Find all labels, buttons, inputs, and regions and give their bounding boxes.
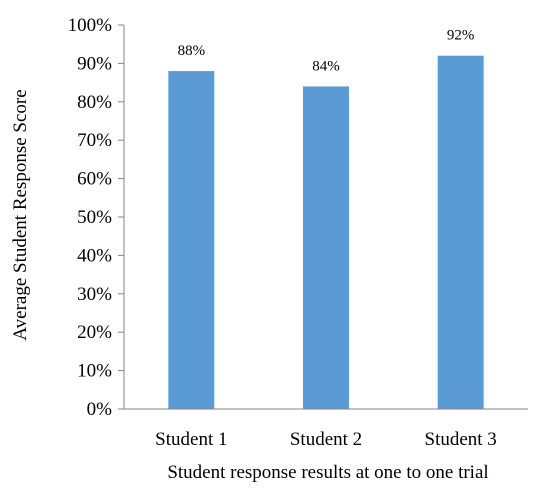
y-tick-label: 0% bbox=[87, 399, 113, 420]
y-tick-label: 30% bbox=[77, 284, 112, 305]
x-tick-label: Student 1 bbox=[155, 429, 227, 450]
y-axis-title: Average Student Response Score bbox=[10, 89, 31, 340]
bar bbox=[303, 86, 349, 409]
bar bbox=[168, 71, 215, 409]
x-tick-label: Student 3 bbox=[425, 429, 497, 450]
y-tick-label: 10% bbox=[77, 361, 112, 382]
axes bbox=[123, 25, 528, 410]
x-axis-title: Student response results at one to one t… bbox=[167, 462, 488, 483]
y-tick-label: 60% bbox=[77, 169, 112, 190]
data-label: 92% bbox=[447, 28, 475, 44]
x-tick-label: Student 2 bbox=[290, 429, 362, 450]
data-label: 84% bbox=[312, 58, 340, 74]
x-axis-category-labels: Student 1 Student 2 Student 3 bbox=[155, 429, 497, 450]
y-tick-label: 80% bbox=[77, 92, 112, 113]
bars bbox=[168, 55, 484, 409]
data-labels: 88% 84% 92% bbox=[178, 28, 475, 75]
y-tick-label: 70% bbox=[77, 130, 112, 151]
data-label: 88% bbox=[178, 43, 206, 59]
y-tick-label: 40% bbox=[77, 245, 112, 266]
y-tick-label: 50% bbox=[77, 207, 112, 228]
bar bbox=[437, 55, 484, 409]
y-axis-ticks: 0% 10% 20% 30% 40% 50% 60% 70% 80% 90% 100% bbox=[68, 15, 124, 420]
y-tick-label: 100% bbox=[68, 15, 113, 36]
y-tick-label: 20% bbox=[77, 322, 112, 343]
y-tick-label: 90% bbox=[77, 53, 112, 74]
